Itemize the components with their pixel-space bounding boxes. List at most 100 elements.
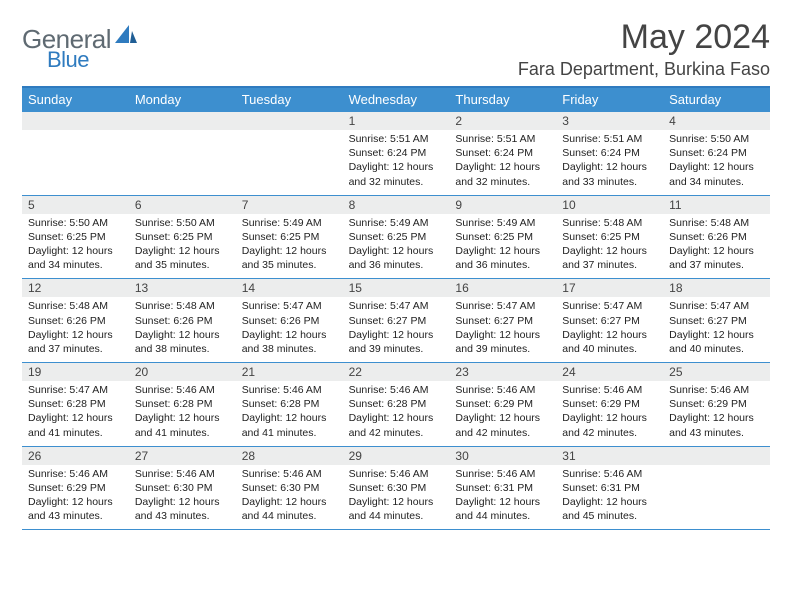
sunset-text: Sunset: 6:28 PM [28, 397, 123, 411]
day-cell: Sunrise: 5:47 AMSunset: 6:26 PMDaylight:… [236, 297, 343, 362]
calendar-grid: Sunday Monday Tuesday Wednesday Thursday… [22, 86, 770, 530]
daylight-text: Daylight: 12 hours and 32 minutes. [349, 160, 444, 188]
weekday-header-row: Sunday Monday Tuesday Wednesday Thursday… [22, 88, 770, 112]
day-number: 5 [22, 196, 129, 214]
day-cell: Sunrise: 5:46 AMSunset: 6:30 PMDaylight:… [343, 465, 450, 530]
sunrise-text: Sunrise: 5:51 AM [349, 132, 444, 146]
weekday-header: Sunday [22, 88, 129, 112]
sunrise-text: Sunrise: 5:47 AM [242, 299, 337, 313]
daylight-text: Daylight: 12 hours and 39 minutes. [455, 328, 550, 356]
day-cell: Sunrise: 5:50 AMSunset: 6:25 PMDaylight:… [129, 214, 236, 279]
day-number: 14 [236, 279, 343, 297]
sunset-text: Sunset: 6:24 PM [669, 146, 764, 160]
day-number: 17 [556, 279, 663, 297]
location-subtitle: Fara Department, Burkina Faso [518, 59, 770, 80]
day-cell: Sunrise: 5:51 AMSunset: 6:24 PMDaylight:… [343, 130, 450, 195]
day-cell: Sunrise: 5:47 AMSunset: 6:27 PMDaylight:… [343, 297, 450, 362]
day-number: 3 [556, 112, 663, 130]
daylight-text: Daylight: 12 hours and 37 minutes. [562, 244, 657, 272]
sunset-text: Sunset: 6:30 PM [135, 481, 230, 495]
day-number: 11 [663, 196, 770, 214]
day-cell [663, 465, 770, 530]
day-cell: Sunrise: 5:48 AMSunset: 6:26 PMDaylight:… [129, 297, 236, 362]
day-cell: Sunrise: 5:48 AMSunset: 6:26 PMDaylight:… [663, 214, 770, 279]
sunrise-text: Sunrise: 5:46 AM [349, 383, 444, 397]
daylight-text: Daylight: 12 hours and 37 minutes. [28, 328, 123, 356]
daylight-text: Daylight: 12 hours and 38 minutes. [242, 328, 337, 356]
day-cell: Sunrise: 5:50 AMSunset: 6:25 PMDaylight:… [22, 214, 129, 279]
weekday-header: Monday [129, 88, 236, 112]
day-cell: Sunrise: 5:46 AMSunset: 6:31 PMDaylight:… [449, 465, 556, 530]
day-data-row: Sunrise: 5:46 AMSunset: 6:29 PMDaylight:… [22, 465, 770, 530]
daylight-text: Daylight: 12 hours and 39 minutes. [349, 328, 444, 356]
logo-word-2: Blue [47, 47, 89, 73]
sunrise-text: Sunrise: 5:48 AM [562, 216, 657, 230]
daylight-text: Daylight: 12 hours and 41 minutes. [135, 411, 230, 439]
sunrise-text: Sunrise: 5:46 AM [562, 383, 657, 397]
daylight-text: Daylight: 12 hours and 33 minutes. [562, 160, 657, 188]
sunset-text: Sunset: 6:29 PM [28, 481, 123, 495]
daylight-text: Daylight: 12 hours and 43 minutes. [135, 495, 230, 523]
day-number: 16 [449, 279, 556, 297]
day-number-row: 567891011 [22, 196, 770, 214]
sunrise-text: Sunrise: 5:49 AM [455, 216, 550, 230]
sunset-text: Sunset: 6:28 PM [242, 397, 337, 411]
day-cell: Sunrise: 5:46 AMSunset: 6:30 PMDaylight:… [129, 465, 236, 530]
day-cell: Sunrise: 5:46 AMSunset: 6:29 PMDaylight:… [22, 465, 129, 530]
sunrise-text: Sunrise: 5:51 AM [562, 132, 657, 146]
sunrise-text: Sunrise: 5:46 AM [135, 383, 230, 397]
day-number: 15 [343, 279, 450, 297]
sunrise-text: Sunrise: 5:47 AM [349, 299, 444, 313]
sunrise-text: Sunrise: 5:47 AM [455, 299, 550, 313]
daylight-text: Daylight: 12 hours and 35 minutes. [135, 244, 230, 272]
sunrise-text: Sunrise: 5:46 AM [455, 383, 550, 397]
daylight-text: Daylight: 12 hours and 43 minutes. [28, 495, 123, 523]
sunrise-text: Sunrise: 5:51 AM [455, 132, 550, 146]
day-number: 21 [236, 363, 343, 381]
day-number-row: 19202122232425 [22, 363, 770, 381]
day-number [22, 112, 129, 130]
sunset-text: Sunset: 6:31 PM [562, 481, 657, 495]
sunset-text: Sunset: 6:30 PM [242, 481, 337, 495]
page-header: General Blue May 2024 Fara Department, B… [22, 18, 770, 80]
day-number: 2 [449, 112, 556, 130]
sunset-text: Sunset: 6:27 PM [349, 314, 444, 328]
sunset-text: Sunset: 6:28 PM [135, 397, 230, 411]
day-cell [236, 130, 343, 195]
sunrise-text: Sunrise: 5:46 AM [242, 383, 337, 397]
day-cell [129, 130, 236, 195]
weekday-header: Wednesday [343, 88, 450, 112]
sunrise-text: Sunrise: 5:46 AM [135, 467, 230, 481]
daylight-text: Daylight: 12 hours and 45 minutes. [562, 495, 657, 523]
sunrise-text: Sunrise: 5:46 AM [455, 467, 550, 481]
day-number: 10 [556, 196, 663, 214]
day-number [663, 447, 770, 465]
sunrise-text: Sunrise: 5:47 AM [28, 383, 123, 397]
sunset-text: Sunset: 6:25 PM [455, 230, 550, 244]
day-cell: Sunrise: 5:51 AMSunset: 6:24 PMDaylight:… [449, 130, 556, 195]
sunrise-text: Sunrise: 5:48 AM [28, 299, 123, 313]
day-number: 20 [129, 363, 236, 381]
day-number: 6 [129, 196, 236, 214]
sunset-text: Sunset: 6:27 PM [455, 314, 550, 328]
day-number-row: 262728293031 [22, 447, 770, 465]
day-number [129, 112, 236, 130]
sunset-text: Sunset: 6:29 PM [455, 397, 550, 411]
sunset-text: Sunset: 6:25 PM [242, 230, 337, 244]
daylight-text: Daylight: 12 hours and 43 minutes. [669, 411, 764, 439]
sunset-text: Sunset: 6:30 PM [349, 481, 444, 495]
day-number [236, 112, 343, 130]
day-number: 13 [129, 279, 236, 297]
daylight-text: Daylight: 12 hours and 35 minutes. [242, 244, 337, 272]
day-number: 22 [343, 363, 450, 381]
day-cell: Sunrise: 5:50 AMSunset: 6:24 PMDaylight:… [663, 130, 770, 195]
day-cell: Sunrise: 5:46 AMSunset: 6:28 PMDaylight:… [129, 381, 236, 446]
brand-logo: General Blue [22, 18, 183, 55]
day-number: 27 [129, 447, 236, 465]
day-number: 9 [449, 196, 556, 214]
day-cell [22, 130, 129, 195]
sunrise-text: Sunrise: 5:46 AM [242, 467, 337, 481]
day-number: 24 [556, 363, 663, 381]
day-cell: Sunrise: 5:46 AMSunset: 6:29 PMDaylight:… [556, 381, 663, 446]
daylight-text: Daylight: 12 hours and 40 minutes. [562, 328, 657, 356]
